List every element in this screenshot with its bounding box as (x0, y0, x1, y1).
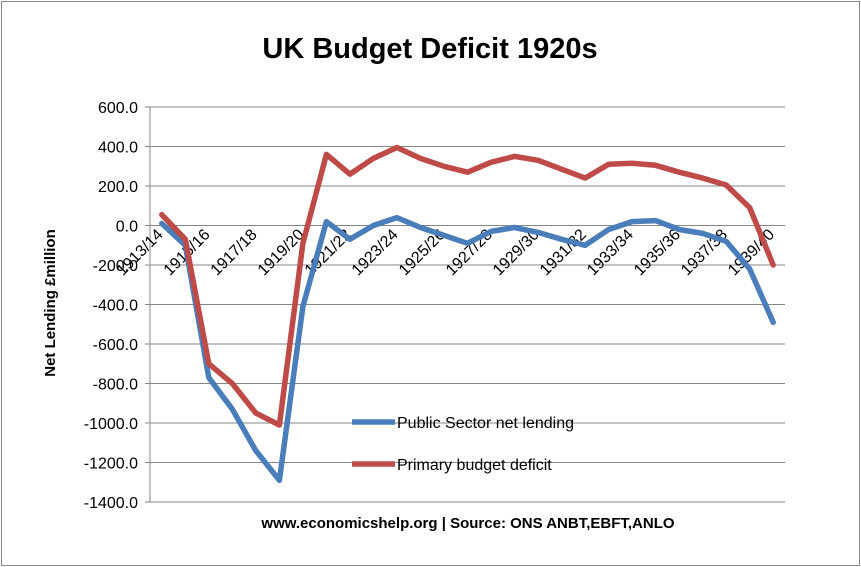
y-tick-label: 0.0 (116, 219, 138, 236)
y-tick-label: -600.0 (93, 337, 138, 354)
legend-label: Primary budget deficit (397, 457, 552, 474)
y-tick-label: -1000.0 (84, 416, 138, 433)
x-tick-label: 1933/34 (584, 226, 637, 279)
y-tick-label: 200.0 (98, 179, 138, 196)
series-line-1 (159, 214, 776, 484)
y-tick-label: 600.0 (98, 100, 138, 117)
series-lines (159, 144, 776, 484)
y-tick-label: -1400.0 (84, 495, 138, 512)
chart-title: UK Budget Deficit 1920s (262, 33, 597, 65)
y-tick-label: -1200.0 (84, 456, 138, 473)
legend-label: Public Sector net lending (397, 415, 574, 432)
y-tick-label: -200.0 (93, 258, 138, 275)
gridlines (145, 106, 785, 503)
y-tick-label: 400.0 (98, 140, 138, 157)
y-axis-ticks: 600.0 400.0 200.0 0.0 -200.0 -400.0 -600.0 -800… (84, 100, 138, 512)
y-axis-label: Net Lending £million (42, 229, 59, 377)
x-tick-label: 1917/18 (208, 226, 261, 279)
series-line-2 (159, 144, 776, 428)
y-tick-label: -400.0 (93, 298, 138, 315)
source-note: www.economicshelp.org | Source: ONS ANBT… (260, 515, 674, 532)
x-tick-label: 1935/36 (631, 226, 684, 279)
y-tick-label: -800.0 (93, 377, 138, 394)
legend: Public Sector net lending Primary budget … (352, 415, 574, 474)
